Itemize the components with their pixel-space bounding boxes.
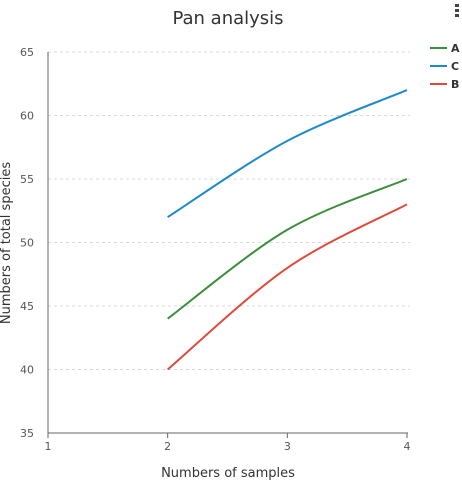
legend-label: B xyxy=(451,78,459,91)
legend-item-b[interactable]: B xyxy=(430,78,459,91)
x-tick-label: 4 xyxy=(404,440,411,453)
series-line-a[interactable] xyxy=(167,178,408,320)
y-tick-label: 45 xyxy=(20,300,34,313)
menu-icon[interactable] xyxy=(452,4,462,18)
x-tick-label: 1 xyxy=(45,440,52,453)
y-tick-label: 60 xyxy=(20,110,34,123)
legend-item-a[interactable]: A xyxy=(430,42,460,55)
legend-item-c[interactable]: C xyxy=(430,60,459,73)
y-tick-label: 40 xyxy=(20,364,34,377)
series-line-c[interactable] xyxy=(167,89,408,218)
y-tick-label: 50 xyxy=(20,237,34,250)
legend-label: A xyxy=(451,42,460,55)
y-tick-label: 65 xyxy=(20,46,34,59)
legend-label: C xyxy=(451,60,459,73)
chart-title: Pan analysis xyxy=(172,8,283,29)
series-line-b[interactable] xyxy=(167,203,408,371)
y-axis-label: Numbers of total species xyxy=(0,162,14,324)
x-tick-label: 3 xyxy=(284,440,291,453)
y-tick-label: 35 xyxy=(20,427,34,440)
y-tick-label: 55 xyxy=(20,173,34,186)
x-tick-label: 2 xyxy=(164,440,171,453)
x-axis-label: Numbers of samples xyxy=(161,466,295,481)
